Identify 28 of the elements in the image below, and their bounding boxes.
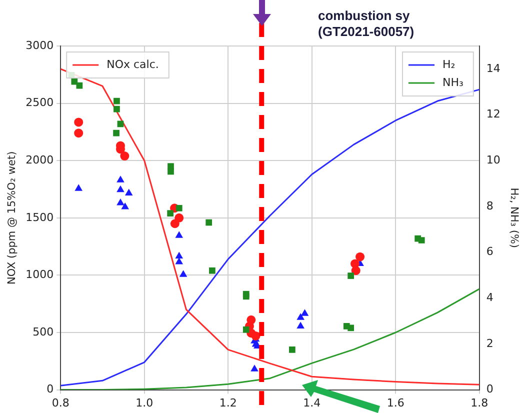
- y2-tick-label: 8: [486, 199, 494, 212]
- x-tick-label: 1.6: [386, 396, 404, 410]
- chart-subtitle: (GT2021-60057): [318, 24, 414, 40]
- y2-axis-title: H₂, NH₃ (%): [508, 188, 520, 248]
- y2-tick-label: 4: [486, 290, 494, 304]
- y2-tick-label: 10: [486, 153, 500, 166]
- y2-tick-label: 12: [486, 108, 500, 121]
- y-tick-label: 1500: [26, 210, 54, 224]
- y-tick-label: 1000: [26, 268, 54, 282]
- y-axis-title: NOX (ppm @ 15%O₂ wet): [6, 151, 18, 285]
- x-tick-label: 0.8: [52, 396, 70, 410]
- x-tick-label: 1.0: [136, 396, 154, 410]
- y-tick-label: 2500: [26, 96, 54, 110]
- y-tick-label: 2000: [26, 153, 54, 166]
- legend-label: NH₃: [442, 76, 464, 89]
- y2-tick-label: 0: [486, 382, 494, 396]
- chart-title: combustion sy: [318, 8, 411, 24]
- y-tick-label: 3000: [26, 38, 54, 52]
- legend-label: NOx calc.: [106, 58, 159, 71]
- x-tick-label: 1.4: [303, 396, 321, 410]
- y-tick-label: 500: [32, 325, 54, 338]
- x-tick-label: 1.2: [219, 396, 237, 410]
- y-tick-label: 0: [46, 382, 54, 396]
- x-tick-label: 1.8: [470, 396, 488, 410]
- legend-label: H₂: [442, 58, 456, 71]
- y2-tick-label: 14: [486, 62, 500, 75]
- y2-tick-label: 6: [486, 245, 494, 258]
- y2-tick-label: 2: [486, 336, 494, 350]
